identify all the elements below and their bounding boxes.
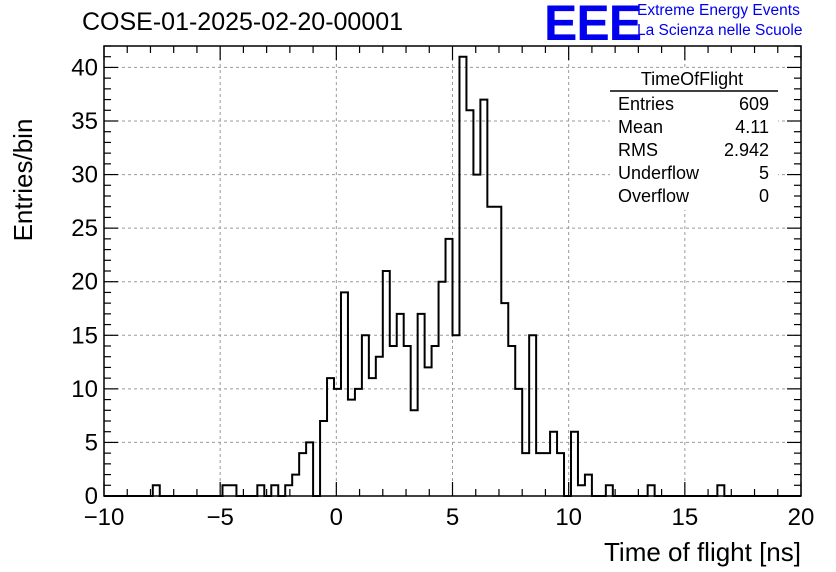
x-tick-label: −10 bbox=[84, 504, 125, 531]
y-tick-label: 5 bbox=[85, 429, 98, 456]
y-tick-label: 40 bbox=[71, 54, 98, 81]
stats-label-rms: RMS bbox=[618, 140, 658, 160]
stats-value-overflow: 0 bbox=[759, 186, 769, 206]
stats-value-mean: 4.11 bbox=[735, 117, 769, 137]
x-tick-label: 10 bbox=[555, 504, 582, 531]
y-axis-label: Entries/bin bbox=[8, 119, 38, 242]
run-title: COSE-01-2025-02-20-00001 bbox=[82, 8, 404, 36]
y-tick-label: 35 bbox=[71, 108, 98, 135]
x-axis-label: Time of flight [ns] bbox=[604, 537, 801, 567]
stats-label-entries: Entries bbox=[618, 94, 674, 114]
logo-line-1: Extreme Energy Events bbox=[637, 2, 800, 19]
axes: −10 −5 0 5 10 15 20 0 5 10 15 20 25 30 35 40 bbox=[71, 45, 815, 531]
stats-value-underflow: 5 bbox=[759, 163, 769, 183]
stats-value-rms: 2.942 bbox=[724, 140, 769, 160]
x-tick-label: 20 bbox=[788, 504, 815, 531]
x-tick-label: 5 bbox=[446, 504, 459, 531]
y-tick-label: 15 bbox=[71, 322, 98, 349]
x-tick-label: 15 bbox=[671, 504, 698, 531]
y-tick-label: 20 bbox=[71, 269, 98, 296]
y-tick-label: 25 bbox=[71, 215, 98, 242]
logo-line-2: La Scienza nelle Scuole bbox=[637, 22, 803, 39]
y-tick-label: 30 bbox=[71, 162, 98, 189]
stats-background bbox=[610, 70, 778, 210]
stats-box: TimeOfFlight Entries 609 Mean 4.11 RMS 2.942 Un… bbox=[610, 69, 778, 210]
stats-label-underflow: Underflow bbox=[618, 163, 700, 183]
eee-logo: EEE bbox=[544, 0, 642, 51]
stats-value-entries: 609 bbox=[739, 94, 769, 114]
y-tick-label: 10 bbox=[71, 376, 98, 403]
y-tick-label: 0 bbox=[85, 483, 98, 510]
stats-label-overflow: Overflow bbox=[618, 186, 690, 206]
stats-label-mean: Mean bbox=[618, 117, 663, 137]
stats-title: TimeOfFlight bbox=[641, 69, 743, 89]
x-tick-label: 0 bbox=[330, 504, 343, 531]
x-tick-label: −5 bbox=[206, 504, 233, 531]
